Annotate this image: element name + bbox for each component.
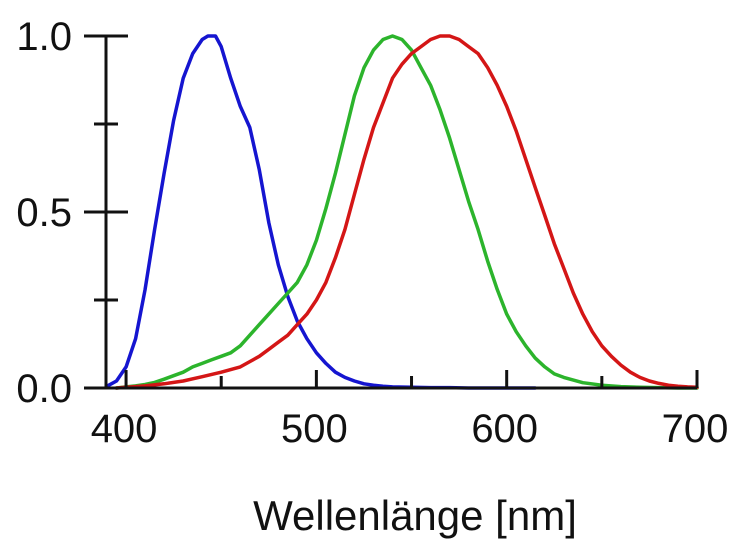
x-tick-label: 400 [91, 407, 158, 451]
series-line-1 [114, 34, 699, 390]
plot-curves [105, 34, 699, 390]
x-tick-label: 500 [281, 407, 348, 451]
y-tick-label: 0.0 [16, 367, 72, 411]
x-tick-label: 700 [662, 407, 729, 451]
x-tick-label: 600 [471, 407, 538, 451]
x-axis-title: Wellenlänge [nm] [253, 492, 577, 539]
series-line-2 [114, 34, 699, 390]
y-tick-label: 0.5 [16, 191, 72, 235]
axes: 0.0 0.5 1.0 400 500 600 700 [16, 15, 728, 451]
y-tick-label: 1.0 [16, 15, 72, 59]
